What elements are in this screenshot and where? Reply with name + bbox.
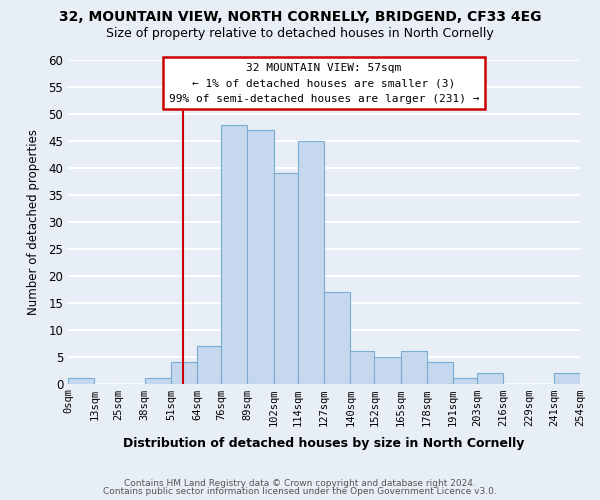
Bar <box>477 372 503 384</box>
Bar <box>554 372 580 384</box>
Bar <box>453 378 477 384</box>
Bar <box>197 346 221 384</box>
Bar <box>221 124 247 384</box>
Text: Size of property relative to detached houses in North Cornelly: Size of property relative to detached ho… <box>106 28 494 40</box>
Bar <box>427 362 453 384</box>
Text: 32 MOUNTAIN VIEW: 57sqm
← 1% of detached houses are smaller (3)
99% of semi-deta: 32 MOUNTAIN VIEW: 57sqm ← 1% of detached… <box>169 62 479 104</box>
Bar <box>274 173 298 384</box>
Bar <box>401 351 427 384</box>
Bar <box>324 292 350 384</box>
Bar <box>350 351 374 384</box>
Bar <box>171 362 197 384</box>
Bar <box>247 130 274 384</box>
Bar <box>374 356 401 384</box>
Bar <box>145 378 171 384</box>
X-axis label: Distribution of detached houses by size in North Cornelly: Distribution of detached houses by size … <box>124 437 525 450</box>
Text: 32, MOUNTAIN VIEW, NORTH CORNELLY, BRIDGEND, CF33 4EG: 32, MOUNTAIN VIEW, NORTH CORNELLY, BRIDG… <box>59 10 541 24</box>
Bar <box>68 378 94 384</box>
Text: Contains public sector information licensed under the Open Government Licence v3: Contains public sector information licen… <box>103 487 497 496</box>
Text: Contains HM Land Registry data © Crown copyright and database right 2024.: Contains HM Land Registry data © Crown c… <box>124 478 476 488</box>
Y-axis label: Number of detached properties: Number of detached properties <box>27 129 40 315</box>
Bar <box>298 141 324 384</box>
